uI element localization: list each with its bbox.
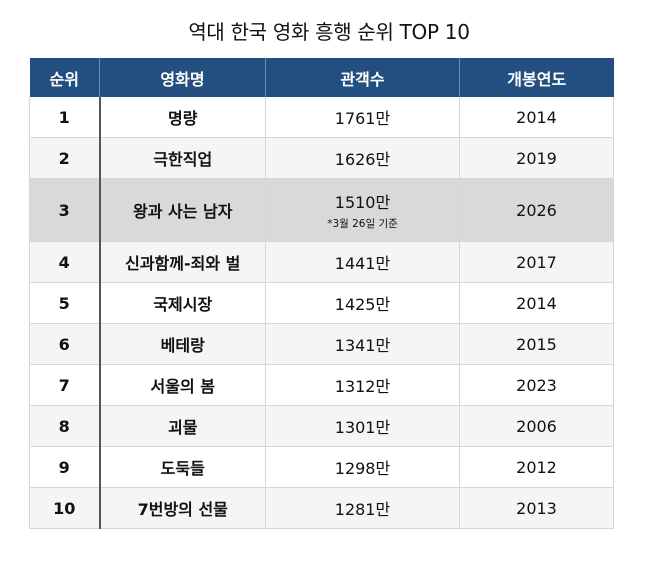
table-row: 8 괴물 1301만 2006	[29, 405, 614, 447]
title-cell: 왕과 사는 남자	[99, 178, 266, 242]
rank-cell: 3	[29, 178, 101, 242]
rank-cell: 8	[29, 405, 101, 447]
year-cell: 2013	[459, 487, 614, 529]
rank-cell: 7	[29, 364, 101, 406]
title-cell: 명량	[99, 97, 266, 138]
year-cell: 2014	[459, 282, 614, 324]
year-cell: 2015	[459, 323, 614, 365]
box-office-table: 순위 영화명 관객수 개봉연도 1 명량 1761만 2014 2 극한직업 1…	[29, 58, 614, 529]
title-cell: 서울의 봄	[99, 364, 266, 406]
rank-cell: 9	[29, 446, 101, 488]
rank-cell: 2	[29, 137, 101, 179]
audience-cell: 1281만	[265, 487, 460, 529]
title-cell: 7번방의 선물	[99, 487, 266, 529]
audience-cell: 1761만	[265, 97, 460, 138]
table-header-row: 순위 영화명 관객수 개봉연도	[29, 58, 614, 97]
header-audience: 관객수	[265, 58, 460, 97]
audience-cell: 1626만	[265, 137, 460, 179]
page-title: 역대 한국 영화 흥행 순위 TOP 10	[188, 20, 470, 44]
title-cell: 국제시장	[99, 282, 266, 324]
rank-cell: 6	[29, 323, 101, 365]
title-cell: 신과함께-죄와 벌	[99, 241, 266, 283]
title-cell: 괴물	[99, 405, 266, 447]
audience-cell: 1425만	[265, 282, 460, 324]
table-row: 7 서울의 봄 1312만 2023	[29, 364, 614, 406]
audience-cell: 1298만	[265, 446, 460, 488]
header-title: 영화명	[99, 58, 266, 97]
rank-cell: 1	[29, 97, 101, 138]
audience-cell: 1510만 *3월 26일 기준	[265, 178, 460, 242]
audience-cell: 1312만	[265, 364, 460, 406]
table-row: 10 7번방의 선물 1281만 2013	[29, 487, 614, 529]
table-row: 4 신과함께-죄와 벌 1441만 2017	[29, 241, 614, 283]
title-cell: 베테랑	[99, 323, 266, 365]
year-cell: 2026	[459, 178, 614, 242]
audience-value: 1510만	[334, 193, 391, 212]
year-cell: 2023	[459, 364, 614, 406]
rank-cell: 5	[29, 282, 101, 324]
year-cell: 2017	[459, 241, 614, 283]
title-cell: 도둑들	[99, 446, 266, 488]
table-row-highlighted: 3 왕과 사는 남자 1510만 *3월 26일 기준 2026	[29, 178, 614, 242]
audience-cell: 1301만	[265, 405, 460, 447]
year-cell: 2019	[459, 137, 614, 179]
table-row: 5 국제시장 1425만 2014	[29, 282, 614, 324]
year-cell: 2006	[459, 405, 614, 447]
header-year: 개봉연도	[459, 58, 614, 97]
table-row: 2 극한직업 1626만 2019	[29, 137, 614, 179]
audience-cell: 1341만	[265, 323, 460, 365]
year-cell: 2012	[459, 446, 614, 488]
table-row: 1 명량 1761만 2014	[29, 97, 614, 138]
title-cell: 극한직업	[99, 137, 266, 179]
audience-cell: 1441만	[265, 241, 460, 283]
header-rank: 순위	[29, 58, 100, 97]
rank-cell: 4	[29, 241, 101, 283]
rank-cell: 10	[29, 487, 101, 529]
year-cell: 2014	[459, 97, 614, 138]
audience-note: *3월 26일 기준	[327, 218, 398, 230]
table-row: 6 베테랑 1341만 2015	[29, 323, 614, 365]
table-row: 9 도둑들 1298만 2012	[29, 446, 614, 488]
